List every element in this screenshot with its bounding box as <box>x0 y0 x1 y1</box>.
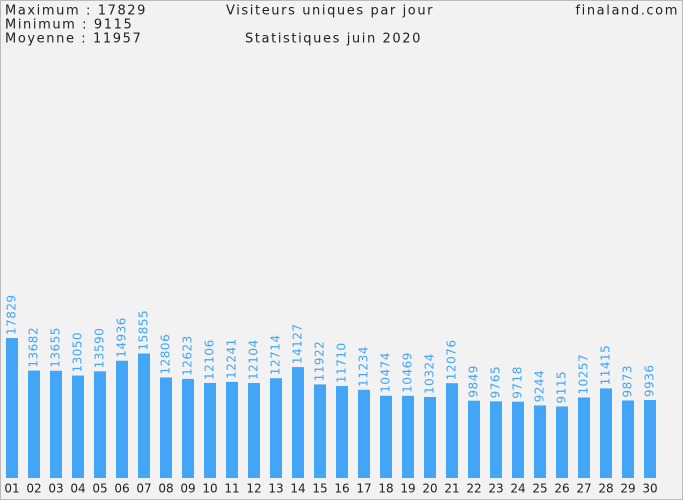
bar <box>622 400 634 478</box>
bar <box>336 386 348 478</box>
chart-title: Visiteurs uniques par jour <box>226 4 434 19</box>
x-tick-label: 18 <box>378 482 393 496</box>
bar <box>270 378 282 478</box>
value-label: 10469 <box>401 352 415 393</box>
value-label: 13050 <box>71 332 85 373</box>
x-tick-label: 05 <box>92 482 107 496</box>
x-tick-label: 04 <box>70 482 85 496</box>
bar <box>446 383 458 478</box>
x-tick-label: 06 <box>114 482 129 496</box>
x-tick-label: 13 <box>268 482 283 496</box>
x-tick-label: 10 <box>202 482 217 496</box>
value-label: 13682 <box>27 327 41 368</box>
value-label: 12806 <box>159 334 173 375</box>
x-tick-label: 22 <box>466 482 481 496</box>
value-label: 12106 <box>203 339 217 380</box>
bar <box>402 395 414 478</box>
value-label: 9765 <box>489 366 503 399</box>
x-tick-label: 07 <box>136 482 151 496</box>
value-label: 9936 <box>643 364 657 397</box>
bar <box>160 377 172 478</box>
bar <box>138 353 150 478</box>
x-tick-label: 16 <box>334 482 349 496</box>
value-label: 12104 <box>247 339 261 380</box>
bar <box>424 396 436 478</box>
x-tick-label: 03 <box>48 482 63 496</box>
value-label: 11415 <box>599 345 613 386</box>
bar <box>380 395 392 478</box>
bar <box>512 401 524 478</box>
bar <box>248 382 260 478</box>
value-label: 11922 <box>313 341 327 382</box>
value-label: 13590 <box>93 328 107 369</box>
value-label: 10474 <box>379 352 393 393</box>
bar <box>94 371 106 478</box>
x-tick-label: 19 <box>400 482 415 496</box>
value-label: 12076 <box>445 340 459 381</box>
bar <box>534 405 546 478</box>
x-tick-label: 08 <box>158 482 173 496</box>
value-label: 10324 <box>423 353 437 394</box>
value-label: 11234 <box>357 346 371 387</box>
bar <box>50 370 62 478</box>
value-label: 12241 <box>225 338 239 379</box>
bar <box>182 378 194 478</box>
x-tick-label: 11 <box>224 482 239 496</box>
bar <box>600 388 612 478</box>
x-tick-label: 21 <box>444 482 459 496</box>
value-label: 11710 <box>335 342 349 383</box>
bar <box>578 397 590 478</box>
bar <box>226 381 238 478</box>
value-label: 9115 <box>555 371 569 404</box>
chart-subtitle: Statistiques juin 2020 <box>245 32 422 47</box>
average: Moyenne : 11957 <box>5 32 142 47</box>
value-label: 17829 <box>5 294 19 335</box>
value-label: 14936 <box>115 317 129 358</box>
value-label: 9244 <box>533 370 547 403</box>
maximum: Maximum : 17829 <box>5 4 147 19</box>
value-label: 14127 <box>291 323 305 364</box>
bar <box>204 382 216 478</box>
x-tick-label: 25 <box>532 482 547 496</box>
bar <box>490 401 502 478</box>
value-label: 13655 <box>49 327 63 368</box>
x-tick-label: 01 <box>4 482 19 496</box>
bar <box>556 406 568 478</box>
value-label: 9873 <box>621 365 635 398</box>
x-tick-label: 12 <box>246 482 261 496</box>
x-tick-label: 24 <box>510 482 525 496</box>
x-tick-label: 27 <box>576 482 591 496</box>
value-label: 9849 <box>467 365 481 398</box>
value-label: 10257 <box>577 354 591 395</box>
minimum: Minimum : 9115 <box>5 18 133 33</box>
bar <box>116 360 128 478</box>
x-tick-label: 28 <box>598 482 613 496</box>
bar <box>6 338 18 478</box>
x-tick-label: 17 <box>356 482 371 496</box>
site-name: finaland.com <box>575 4 679 19</box>
value-label: 15855 <box>137 310 151 351</box>
value-label: 9718 <box>511 366 525 399</box>
bar <box>292 367 304 478</box>
bar <box>28 370 40 478</box>
x-tick-label: 14 <box>290 482 305 496</box>
bar <box>314 384 326 478</box>
bar <box>358 389 370 478</box>
bar <box>644 400 656 478</box>
value-label: 12623 <box>181 335 195 376</box>
x-tick-label: 30 <box>642 482 657 496</box>
bar <box>72 375 84 478</box>
x-tick-label: 20 <box>422 482 437 496</box>
x-tick-label: 29 <box>620 482 635 496</box>
x-tick-label: 02 <box>26 482 41 496</box>
x-tick-label: 26 <box>554 482 569 496</box>
x-tick-label: 23 <box>488 482 503 496</box>
x-tick-label: 15 <box>312 482 327 496</box>
value-label: 12714 <box>269 335 283 376</box>
x-tick-label: 09 <box>180 482 195 496</box>
bar <box>468 400 480 478</box>
